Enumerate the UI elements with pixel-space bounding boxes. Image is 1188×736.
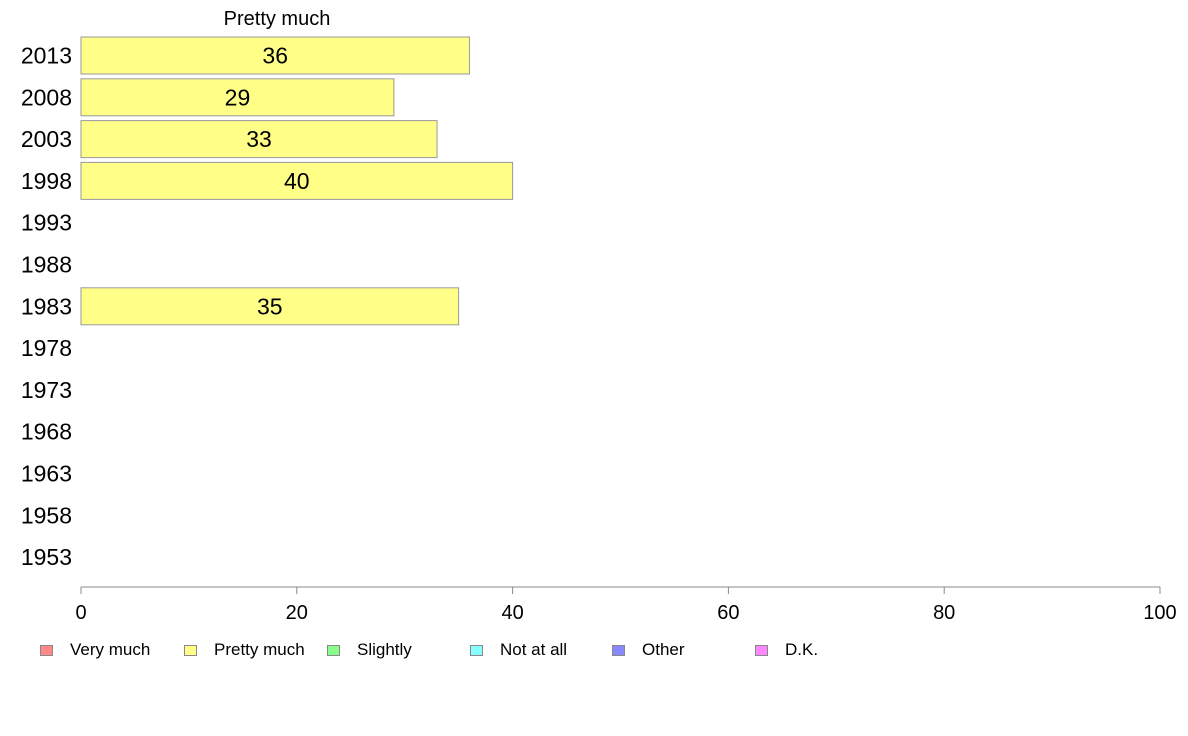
legend: Very much Pretty much Slightly Not at all Ot…: [0, 638, 1188, 662]
year-label: 2003: [21, 126, 72, 152]
x-axis: 0 20 40 60 80 100: [75, 586, 1177, 624]
legend-swatch: [40, 644, 53, 656]
data-label: 29: [225, 84, 251, 110]
bar: [80, 287, 460, 326]
legend-label: Other: [642, 640, 685, 659]
legend-swatch: [470, 644, 483, 656]
year-label: 2013: [21, 43, 72, 69]
chart-title: Pretty much: [224, 8, 331, 30]
legend-item: Slightly: [327, 638, 412, 662]
legend-label: Not at all: [500, 640, 568, 659]
data-label: 36: [262, 43, 288, 69]
year-labels-group: 2013 2008 2003 1998 1993 1988 1983 1978 1973 1968…: [21, 43, 72, 571]
x-tick-label: 40: [501, 602, 523, 624]
year-label: 1988: [21, 252, 72, 278]
bar: [80, 120, 438, 159]
legend-item: Very much: [40, 638, 150, 662]
legend-item: Pretty much: [184, 638, 305, 662]
legend-item: Other: [612, 638, 685, 662]
bars-group: 36 29 33 40 35: [80, 36, 514, 326]
year-label: 2008: [21, 84, 72, 110]
x-tick-label: 60: [717, 602, 739, 624]
year-label: 1953: [21, 544, 72, 570]
year-label: 1998: [21, 168, 72, 194]
year-label: 1958: [21, 502, 72, 528]
data-label: 35: [257, 293, 283, 319]
legend-swatch: [612, 644, 625, 656]
legend-label: Slightly: [357, 640, 412, 659]
legend-label: Pretty much: [214, 640, 305, 659]
year-label: 1973: [21, 377, 72, 403]
legend-label: D.K.: [785, 640, 819, 659]
bar: [80, 36, 470, 75]
legend-item: D.K.: [755, 638, 818, 662]
x-tick-label: 0: [75, 602, 86, 624]
data-label: 33: [246, 126, 272, 152]
year-label: 1963: [21, 461, 72, 487]
legend-swatch: [184, 644, 197, 656]
legend-swatch: [327, 644, 340, 656]
year-label: 1968: [21, 419, 72, 445]
bar: [80, 78, 395, 117]
x-tick-label: 20: [286, 602, 308, 624]
legend-swatch: [755, 644, 768, 656]
legend-item: Not at all: [470, 638, 567, 662]
x-tick-label: 100: [1143, 602, 1176, 624]
data-label: 40: [284, 168, 310, 194]
x-tick-label: 80: [933, 602, 955, 624]
legend-label: Very much: [70, 640, 151, 659]
year-label: 1993: [21, 210, 72, 236]
year-label: 1983: [21, 293, 72, 319]
year-label: 1978: [21, 335, 72, 361]
bar: [80, 161, 514, 200]
